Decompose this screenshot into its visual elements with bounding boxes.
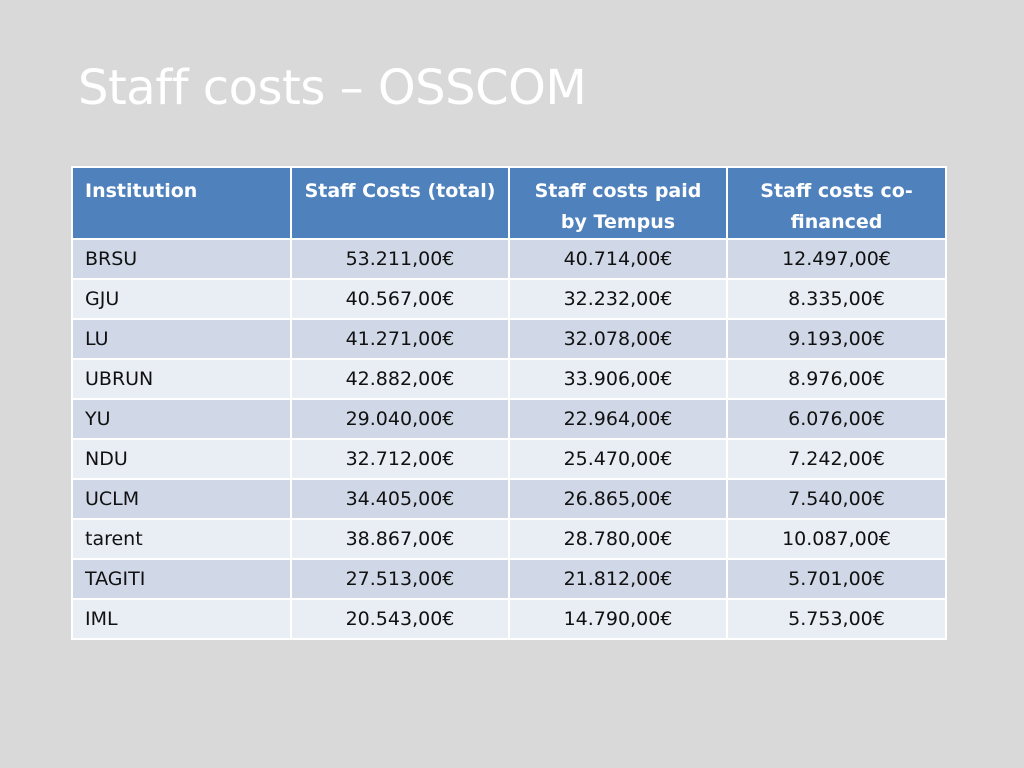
table-row: UBRUN 42.882,00€ 33.906,00€ 8.976,00€	[71, 358, 947, 400]
cell-staff-costs-tempus: 14.790,00€	[508, 598, 728, 640]
table-body: BRSU 53.211,00€ 40.714,00€ 12.497,00€ GJU 40.…	[71, 238, 947, 640]
staff-costs-table: Institution Staff Costs (total) Staff co…	[71, 166, 947, 640]
cell-staff-costs-total: 42.882,00€	[290, 358, 510, 400]
table-row: UCLM 34.405,00€ 26.865,00€ 7.540,00€	[71, 478, 947, 520]
cell-staff-costs-total: 40.567,00€	[290, 278, 510, 320]
cell-staff-costs-tempus: 25.470,00€	[508, 438, 728, 480]
table-header: Institution Staff Costs (total) Staff co…	[71, 166, 947, 240]
table-row: GJU 40.567,00€ 32.232,00€ 8.335,00€	[71, 278, 947, 320]
cell-staff-costs-tempus: 33.906,00€	[508, 358, 728, 400]
cell-staff-costs-tempus: 40.714,00€	[508, 238, 728, 280]
cell-staff-costs-cofinanced: 6.076,00€	[726, 398, 947, 440]
staff-costs-table-container: Institution Staff Costs (total) Staff co…	[71, 166, 947, 640]
cell-staff-costs-total: 38.867,00€	[290, 518, 510, 560]
cell-staff-costs-cofinanced: 8.976,00€	[726, 358, 947, 400]
table-row: IML 20.543,00€ 14.790,00€ 5.753,00€	[71, 598, 947, 640]
table-row: TAGITI 27.513,00€ 21.812,00€ 5.701,00€	[71, 558, 947, 600]
cell-staff-costs-tempus: 26.865,00€	[508, 478, 728, 520]
header-staff-costs-total: Staff Costs (total)	[290, 166, 510, 240]
cell-staff-costs-tempus: 21.812,00€	[508, 558, 728, 600]
table-row: YU 29.040,00€ 22.964,00€ 6.076,00€	[71, 398, 947, 440]
table-row: tarent 38.867,00€ 28.780,00€ 10.087,00€	[71, 518, 947, 560]
cell-staff-costs-cofinanced: 5.701,00€	[726, 558, 947, 600]
cell-staff-costs-total: 34.405,00€	[290, 478, 510, 520]
table-row: LU 41.271,00€ 32.078,00€ 9.193,00€	[71, 318, 947, 360]
cell-staff-costs-tempus: 32.078,00€	[508, 318, 728, 360]
header-staff-costs-tempus: Staff costs paid by Tempus	[508, 166, 728, 240]
slide-title: Staff costs – OSSCOM	[78, 60, 587, 116]
cell-staff-costs-cofinanced: 5.753,00€	[726, 598, 947, 640]
cell-staff-costs-tempus: 32.232,00€	[508, 278, 728, 320]
cell-institution: YU	[71, 398, 292, 440]
cell-institution: UCLM	[71, 478, 292, 520]
cell-institution: GJU	[71, 278, 292, 320]
cell-institution: tarent	[71, 518, 292, 560]
header-row: Institution Staff Costs (total) Staff co…	[71, 166, 947, 240]
cell-staff-costs-cofinanced: 9.193,00€	[726, 318, 947, 360]
cell-staff-costs-total: 53.211,00€	[290, 238, 510, 280]
cell-staff-costs-cofinanced: 7.242,00€	[726, 438, 947, 480]
cell-staff-costs-total: 20.543,00€	[290, 598, 510, 640]
cell-staff-costs-tempus: 28.780,00€	[508, 518, 728, 560]
cell-staff-costs-cofinanced: 12.497,00€	[726, 238, 947, 280]
cell-institution: IML	[71, 598, 292, 640]
table-row: NDU 32.712,00€ 25.470,00€ 7.242,00€	[71, 438, 947, 480]
cell-institution: LU	[71, 318, 292, 360]
cell-institution: NDU	[71, 438, 292, 480]
header-staff-costs-cofinanced: Staff costs co-financed	[726, 166, 947, 240]
cell-staff-costs-cofinanced: 7.540,00€	[726, 478, 947, 520]
cell-staff-costs-total: 29.040,00€	[290, 398, 510, 440]
cell-institution: BRSU	[71, 238, 292, 280]
cell-institution: TAGITI	[71, 558, 292, 600]
cell-staff-costs-total: 27.513,00€	[290, 558, 510, 600]
cell-staff-costs-total: 32.712,00€	[290, 438, 510, 480]
cell-staff-costs-total: 41.271,00€	[290, 318, 510, 360]
cell-staff-costs-tempus: 22.964,00€	[508, 398, 728, 440]
cell-institution: UBRUN	[71, 358, 292, 400]
cell-staff-costs-cofinanced: 8.335,00€	[726, 278, 947, 320]
header-institution: Institution	[71, 166, 292, 240]
table-row: BRSU 53.211,00€ 40.714,00€ 12.497,00€	[71, 238, 947, 280]
cell-staff-costs-cofinanced: 10.087,00€	[726, 518, 947, 560]
